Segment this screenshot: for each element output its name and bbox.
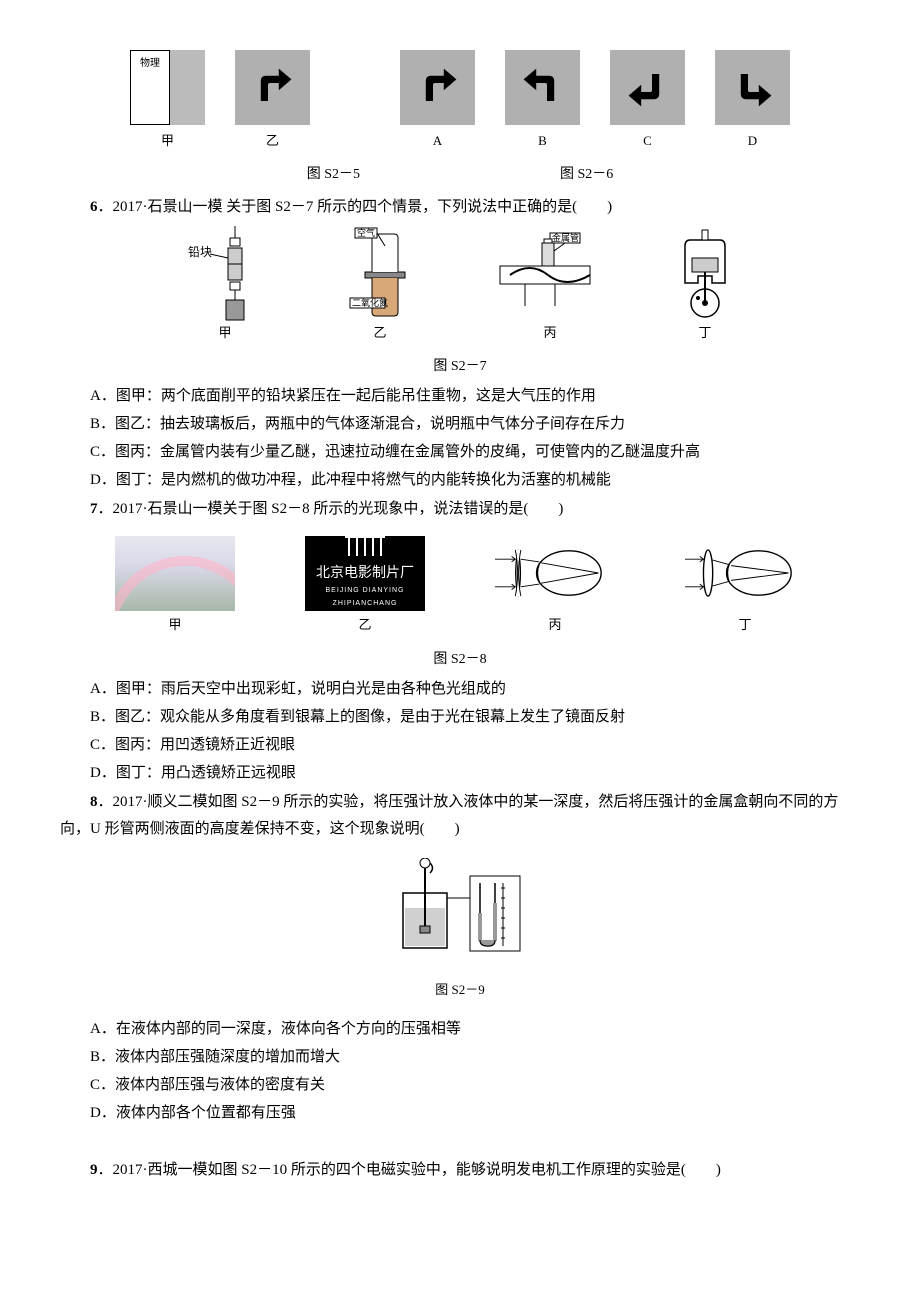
engine-diagram <box>670 231 740 321</box>
figure-s2-5-6-row: 物理 甲 乙 A B C D <box>60 50 860 152</box>
q7-num: 7 <box>90 501 98 517</box>
q7-fig-bing: 丙 <box>495 533 615 636</box>
q7-option-a: A．图甲：雨后天空中出现彩虹，说明白光是由各种色光组成的 <box>60 676 860 703</box>
concave-lens-eye-diagram <box>495 533 615 613</box>
arrow-icon <box>415 65 460 110</box>
tube-label: 金属管 <box>552 232 579 243</box>
fig-label: 丙 <box>490 321 610 344</box>
fig-item-yi: 乙 <box>235 50 310 152</box>
arrow-box-d <box>715 50 790 125</box>
manometer-diagram <box>395 858 525 968</box>
q6-num: 6 <box>90 199 98 215</box>
arrow-box-yi <box>235 50 310 125</box>
q8-option-d: D．液体内部各个位置都有压强 <box>60 1100 860 1127</box>
q9-text: ．2017·西城一模如图 S2－10 所示的四个电磁实验中，能够说明发电机工作原… <box>98 1162 721 1178</box>
fig-label: 甲 <box>130 129 205 152</box>
q6-fig-bing: 金属管 丙 <box>490 231 610 344</box>
fig-box-jia: 物理 <box>130 50 205 125</box>
fig-label: 丁 <box>670 321 740 344</box>
q6-option-c: C．图丙：金属管内装有少量乙醚，迅速拉动缠在金属管外的皮绳，可使管内的乙醚温度升… <box>60 439 860 466</box>
q7-option-b: B．图乙：观众能从多角度看到银幕上的图像，是由于光在银幕上发生了镜面反射 <box>60 704 860 731</box>
fig-item-c: C <box>610 50 685 152</box>
movie-screen-image: 北京电影制片厂 BEIJING DIANYING ZHIPIANCHANG <box>305 533 425 613</box>
arrow-left-icon <box>520 65 565 110</box>
q9-stem: 9．2017·西城一模如图 S2－10 所示的四个电磁实验中，能够说明发电机工作… <box>60 1157 860 1184</box>
gas-diffusion-diagram: 空气 二氧化氮 <box>330 231 430 321</box>
q6-option-a: A．图甲：两个底面削平的铅块紧压在一起后能吊住重物，这是大气压的作用 <box>60 383 860 410</box>
caption-s2-6: 图 S2－6 <box>560 162 613 187</box>
caption-s2-7: 图 S2－7 <box>60 354 860 379</box>
q6-fig-yi: 空气 二氧化氮 乙 <box>330 231 430 344</box>
fig-label: C <box>610 129 685 152</box>
fig-label: 丙 <box>495 613 615 636</box>
figure-s2-9: 图 S2－9 <box>60 858 860 1001</box>
fig-label: 甲 <box>115 613 235 636</box>
q7-option-d: D．图丁：用凸透镜矫正远视眼 <box>60 760 860 787</box>
lead-blocks-diagram: 铅块 <box>180 231 270 321</box>
book-physics: 物理 <box>130 50 170 125</box>
fig-label: 丁 <box>685 613 805 636</box>
q9-num: 9 <box>90 1162 98 1178</box>
fig-item-d: D <box>715 50 790 152</box>
fig-label: B <box>505 129 580 152</box>
q7-fig-ding: 丁 <box>685 533 805 636</box>
movie-title: 北京电影制片厂 <box>316 560 414 585</box>
q7-text: ．2017·石景山一模关于图 S2－8 所示的光现象中，说法错误的是( ) <box>98 501 564 517</box>
fig-label: D <box>715 129 790 152</box>
q6-option-d: D．图丁：是内燃机的做功冲程，此冲程中将燃气的内能转换化为活塞的机械能 <box>60 467 860 494</box>
arrow-down-left-icon <box>625 65 670 110</box>
q7-fig-jia: 甲 <box>115 533 235 636</box>
caption-row-56: 图 S2－5 图 S2－6 <box>60 162 860 187</box>
q7-fig-yi: 北京电影制片厂 BEIJING DIANYING ZHIPIANCHANG 乙 <box>305 533 425 636</box>
metal-tube-diagram: 金属管 <box>490 231 610 321</box>
rainbow-image <box>115 533 235 613</box>
lead-label: 铅块 <box>188 245 212 259</box>
caption-s2-5: 图 S2－5 <box>307 162 360 187</box>
arrow-box-c <box>610 50 685 125</box>
q6-stem: 6．2017·石景山一模 关于图 S2－7 所示的四个情景，下列说法中正确的是(… <box>60 194 860 221</box>
fig-item-b: B <box>505 50 580 152</box>
q8-option-a: A．在液体内部的同一深度，液体向各个方向的压强相等 <box>60 1016 860 1043</box>
q7-stem: 7．2017·石景山一模关于图 S2－8 所示的光现象中，说法错误的是( ) <box>60 496 860 523</box>
book-text: 物理 <box>140 55 160 73</box>
caption-s2-8: 图 S2－8 <box>60 647 860 672</box>
fig-item-jia: 物理 甲 <box>130 50 205 152</box>
q6-option-b: B．图乙：抽去玻璃板后，两瓶中的气体逐渐混合，说明瓶中气体分子间存在斥力 <box>60 411 860 438</box>
fig-label: 乙 <box>235 129 310 152</box>
arrow-box-a <box>400 50 475 125</box>
q8-num: 8 <box>90 794 98 810</box>
convex-lens-eye-diagram <box>685 533 805 613</box>
q6-fig-jia: 铅块 甲 <box>180 231 270 344</box>
figure-s2-7-row: 铅块 甲 空气 二氧化氮 <box>60 231 860 344</box>
air-label: 空气 <box>357 227 375 238</box>
arrow-down-right-icon <box>730 65 775 110</box>
fig-item-a: A <box>400 50 475 152</box>
fig-label: 乙 <box>305 613 425 636</box>
fig-label: A <box>400 129 475 152</box>
arrow-right-up-icon <box>250 65 295 110</box>
q6-text: ．2017·石景山一模 关于图 S2－7 所示的四个情景，下列说法中正确的是( … <box>98 199 613 215</box>
q8-text: ．2017·顺义二模如图 S2－9 所示的实验，将压强计放入液体中的某一深度，然… <box>60 794 838 837</box>
q8-stem: 8．2017·顺义二模如图 S2－9 所示的实验，将压强计放入液体中的某一深度，… <box>60 789 860 843</box>
q6-fig-ding: 丁 <box>670 231 740 344</box>
figure-s2-8-row: 甲 北京电影制片厂 BEIJING DIANYING ZHIPIANCHANG … <box>60 533 860 636</box>
no2-label: 二氧化氮 <box>352 297 388 308</box>
q8-option-b: B．液体内部压强随深度的增加而增大 <box>60 1044 860 1071</box>
q8-option-c: C．液体内部压强与液体的密度有关 <box>60 1072 860 1099</box>
arrow-box-b <box>505 50 580 125</box>
caption-s2-9: 图 S2－9 <box>60 978 860 1001</box>
q7-option-c: C．图丙：用凹透镜矫正近视眼 <box>60 732 860 759</box>
movie-sub: BEIJING DIANYING ZHIPIANCHANG <box>305 585 425 610</box>
